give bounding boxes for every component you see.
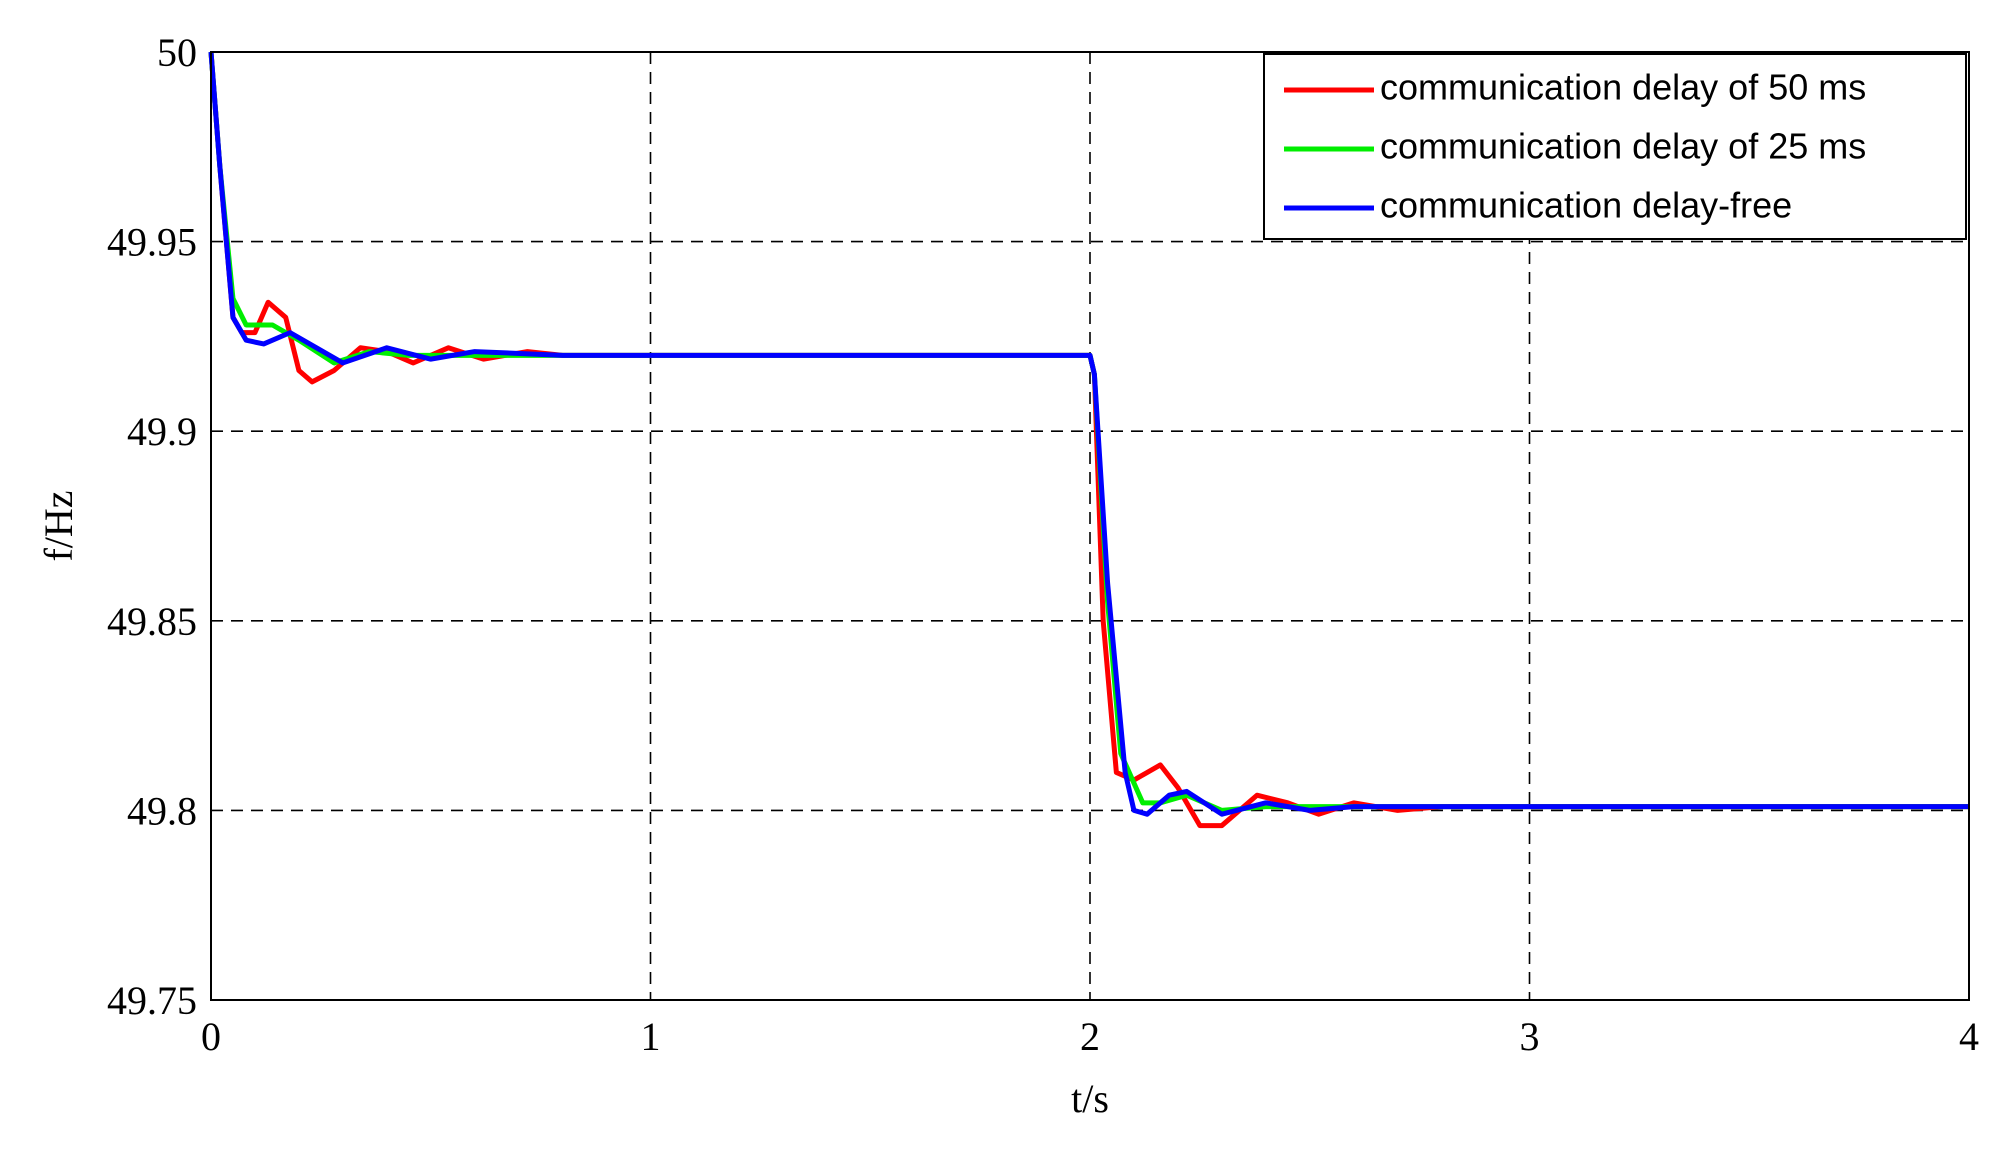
x-tick-label: 2	[1080, 1014, 1100, 1059]
x-tick-label: 0	[201, 1014, 221, 1059]
y-tick-label: 49.9	[127, 409, 197, 454]
legend-label: communication delay of 25 ms	[1380, 126, 1866, 167]
y-tick-label: 49.8	[127, 788, 197, 833]
x-tick-label: 1	[641, 1014, 661, 1059]
legend: communication delay of 50 ms communicatio…	[1263, 53, 1967, 240]
y-tick-label: 49.95	[107, 220, 197, 265]
legend-box	[1263, 53, 1967, 240]
series-line	[208, 51, 1969, 817]
y-tick-label: 50	[157, 30, 197, 75]
y-tick-label: 49.85	[107, 599, 197, 644]
y-axis-label: f/Hz	[36, 490, 81, 561]
x-axis-label: t/s	[1071, 1076, 1109, 1121]
plot-frame	[210, 51, 1970, 1001]
legend-label: communication delay-free	[1380, 185, 1792, 226]
legend-label: communication delay of 50 ms	[1380, 67, 1866, 108]
x-tick-label: 3	[1520, 1014, 1540, 1059]
y-tick-label: 49.75	[107, 978, 197, 1023]
x-tick-label: 4	[1959, 1014, 1979, 1059]
